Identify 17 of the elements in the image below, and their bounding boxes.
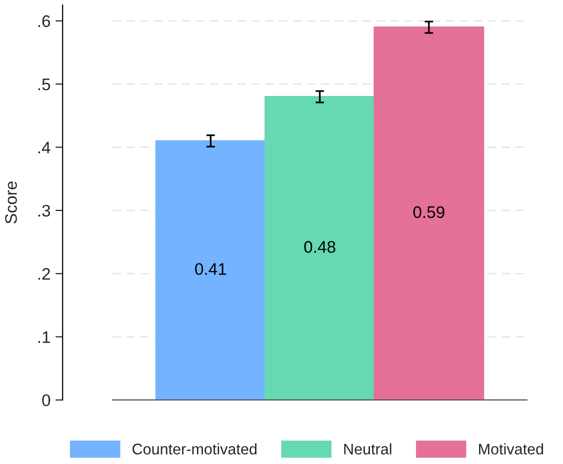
y-tick-label: .3 bbox=[38, 204, 50, 217]
y-tick-label: .6 bbox=[38, 15, 50, 28]
y-axis-title: Score bbox=[5, 182, 17, 224]
legend-label: Counter-motivated bbox=[132, 443, 256, 454]
data-label: 0.59 bbox=[413, 206, 444, 218]
data-label: 0.48 bbox=[304, 241, 336, 253]
bar bbox=[264, 96, 376, 400]
y-tick-label: 0 bbox=[42, 394, 50, 406]
bar bbox=[374, 26, 484, 400]
y-tick-label: .2 bbox=[38, 268, 50, 280]
y-tick-label: .1 bbox=[38, 331, 50, 343]
legend-label: Motivated bbox=[479, 443, 544, 454]
legend-label: Neutral bbox=[344, 443, 392, 454]
data-label: 0.41 bbox=[195, 263, 226, 275]
y-tick-label: .4 bbox=[38, 142, 50, 154]
y-tick-label: .5 bbox=[38, 78, 50, 90]
bar bbox=[155, 140, 266, 400]
